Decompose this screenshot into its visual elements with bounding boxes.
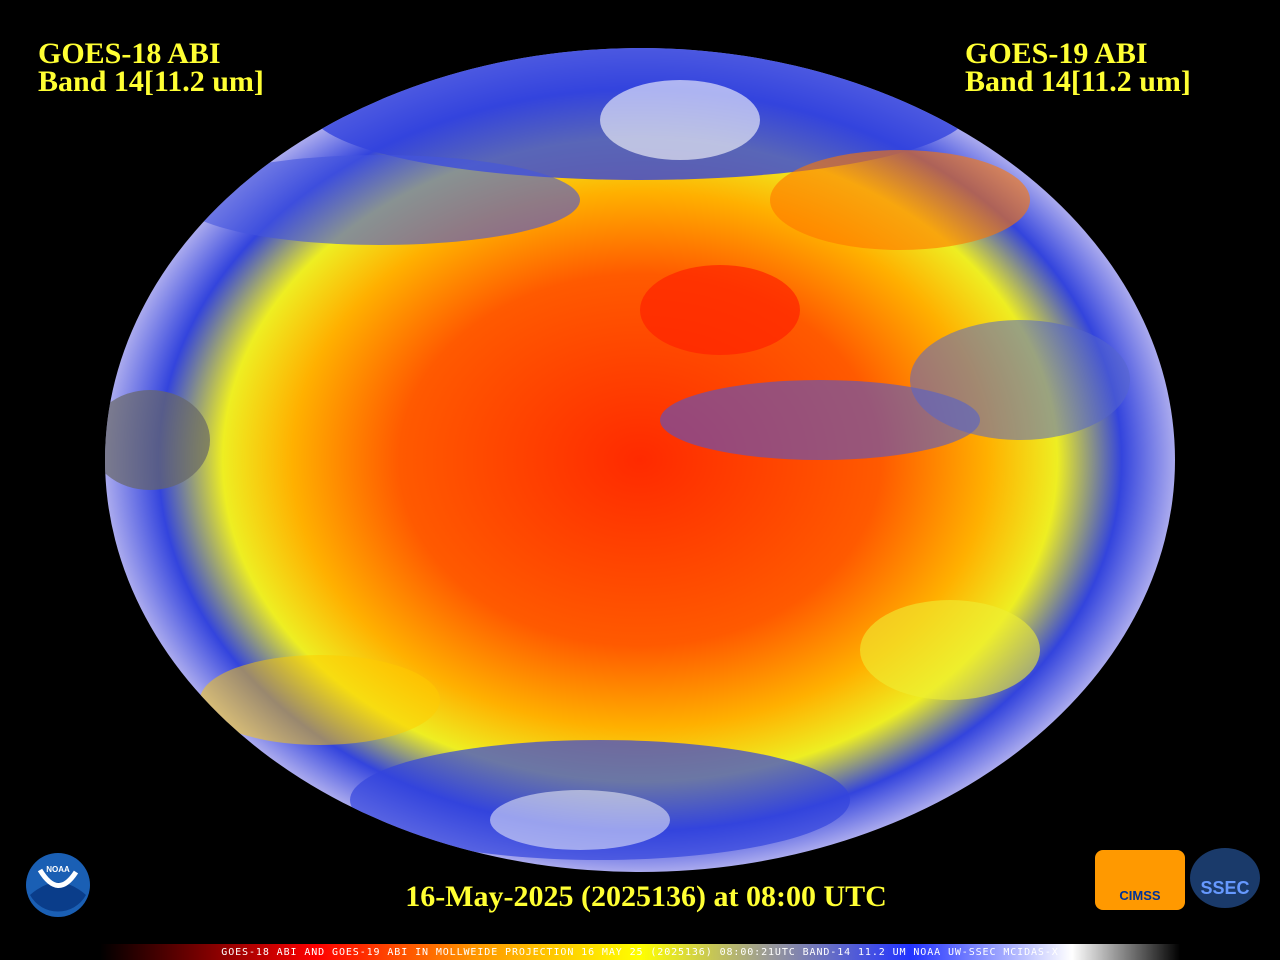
right-band: Band 14[11.2 um] [965, 65, 1191, 98]
color-bar [100, 944, 1180, 960]
left-title: GOES-18 ABI [38, 37, 221, 70]
left-band: Band 14[11.2 um] [38, 65, 264, 98]
footer-caption: GOES-18 ABI AND GOES-19 ABI IN MOLLWEIDE… [221, 947, 1058, 958]
right-title: GOES-19 ABI [965, 37, 1148, 70]
ssec-text: SSEC [1200, 878, 1249, 898]
cimss-text: CIMSS [1119, 888, 1161, 903]
cloud-features [105, 48, 1130, 860]
noaa-logo: NOAA [26, 853, 90, 917]
cimss-logo: CIMSS [1095, 850, 1185, 910]
noaa-text: NOAA [46, 865, 70, 874]
timestamp: 16-May-2025 (2025136) at 08:00 UTC [405, 880, 887, 913]
ssec-logo: SSEC [1190, 848, 1260, 908]
